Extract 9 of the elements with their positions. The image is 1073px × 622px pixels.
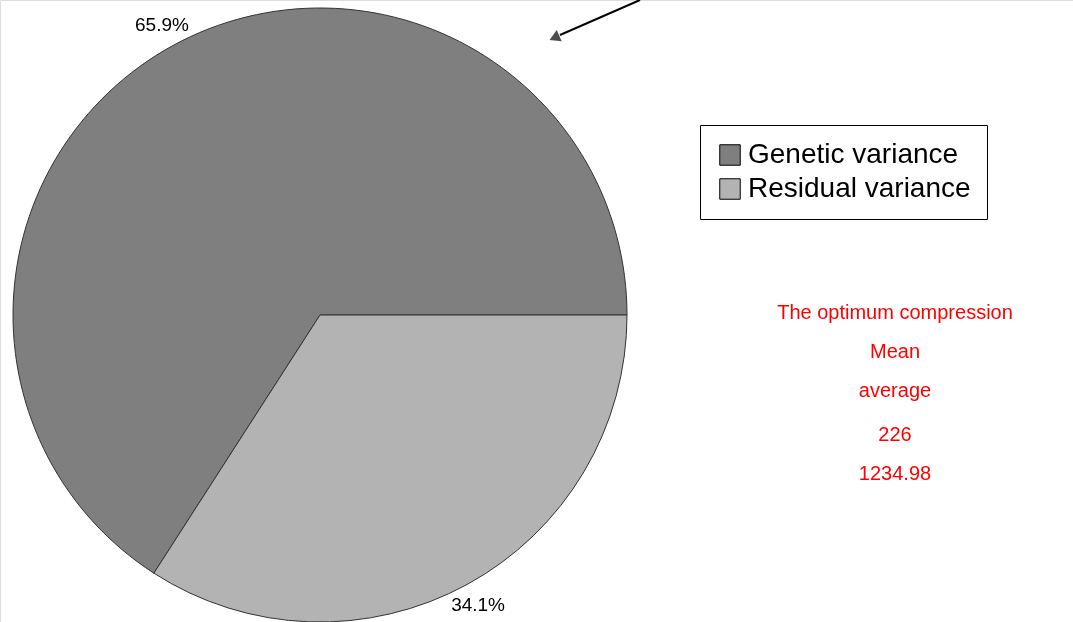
text: 1234.98 (858, 462, 932, 484)
text: Mean (869, 340, 921, 362)
data-label: 65.9% (134, 14, 189, 36)
legend-label: Genetic variance (748, 138, 959, 169)
legend-label: Residual variance (748, 172, 971, 203)
text: 226 (878, 423, 912, 445)
text: average (858, 379, 932, 401)
data-label: 34.1% (451, 593, 506, 615)
text: The optimum compression (777, 301, 1013, 323)
